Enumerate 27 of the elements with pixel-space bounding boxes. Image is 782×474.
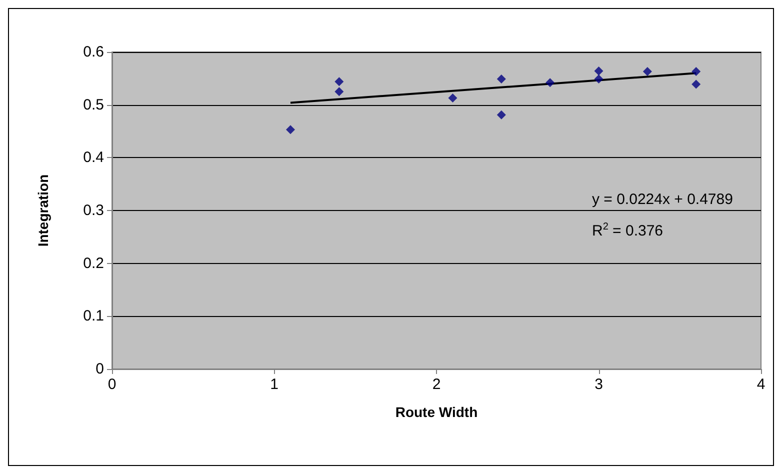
point: [642, 67, 652, 76]
point: [546, 78, 555, 88]
point: [496, 110, 506, 120]
y-tick-label: 0.2: [83, 254, 104, 272]
y-tick-label: 0: [96, 360, 104, 378]
y-axis-title: Integration: [35, 174, 51, 247]
y-tick-label: 0.1: [83, 308, 104, 325]
point: [692, 67, 701, 76]
point: [334, 87, 344, 96]
x-tick-label: 2: [432, 376, 441, 393]
x-tick-label: 0: [108, 376, 116, 393]
annotation: y = 0.0224x + 0.4789: [592, 191, 733, 208]
point: [594, 66, 604, 76]
y-tick-label: 0.5: [83, 96, 104, 114]
x-tick-label: 3: [594, 376, 603, 393]
x-tick-label: 4: [756, 376, 766, 393]
point: [334, 77, 344, 86]
x-tick-label: 1: [270, 376, 278, 393]
x-axis-title: Route Width: [395, 404, 478, 420]
point: [594, 74, 604, 84]
y-tick-label: 0.3: [83, 202, 104, 219]
point: [286, 125, 295, 134]
point: [496, 74, 506, 84]
point: [692, 80, 701, 89]
y-tick-label: 0.4: [83, 149, 104, 166]
point: [448, 93, 458, 102]
y-tick-label: 0.6: [83, 44, 104, 60]
